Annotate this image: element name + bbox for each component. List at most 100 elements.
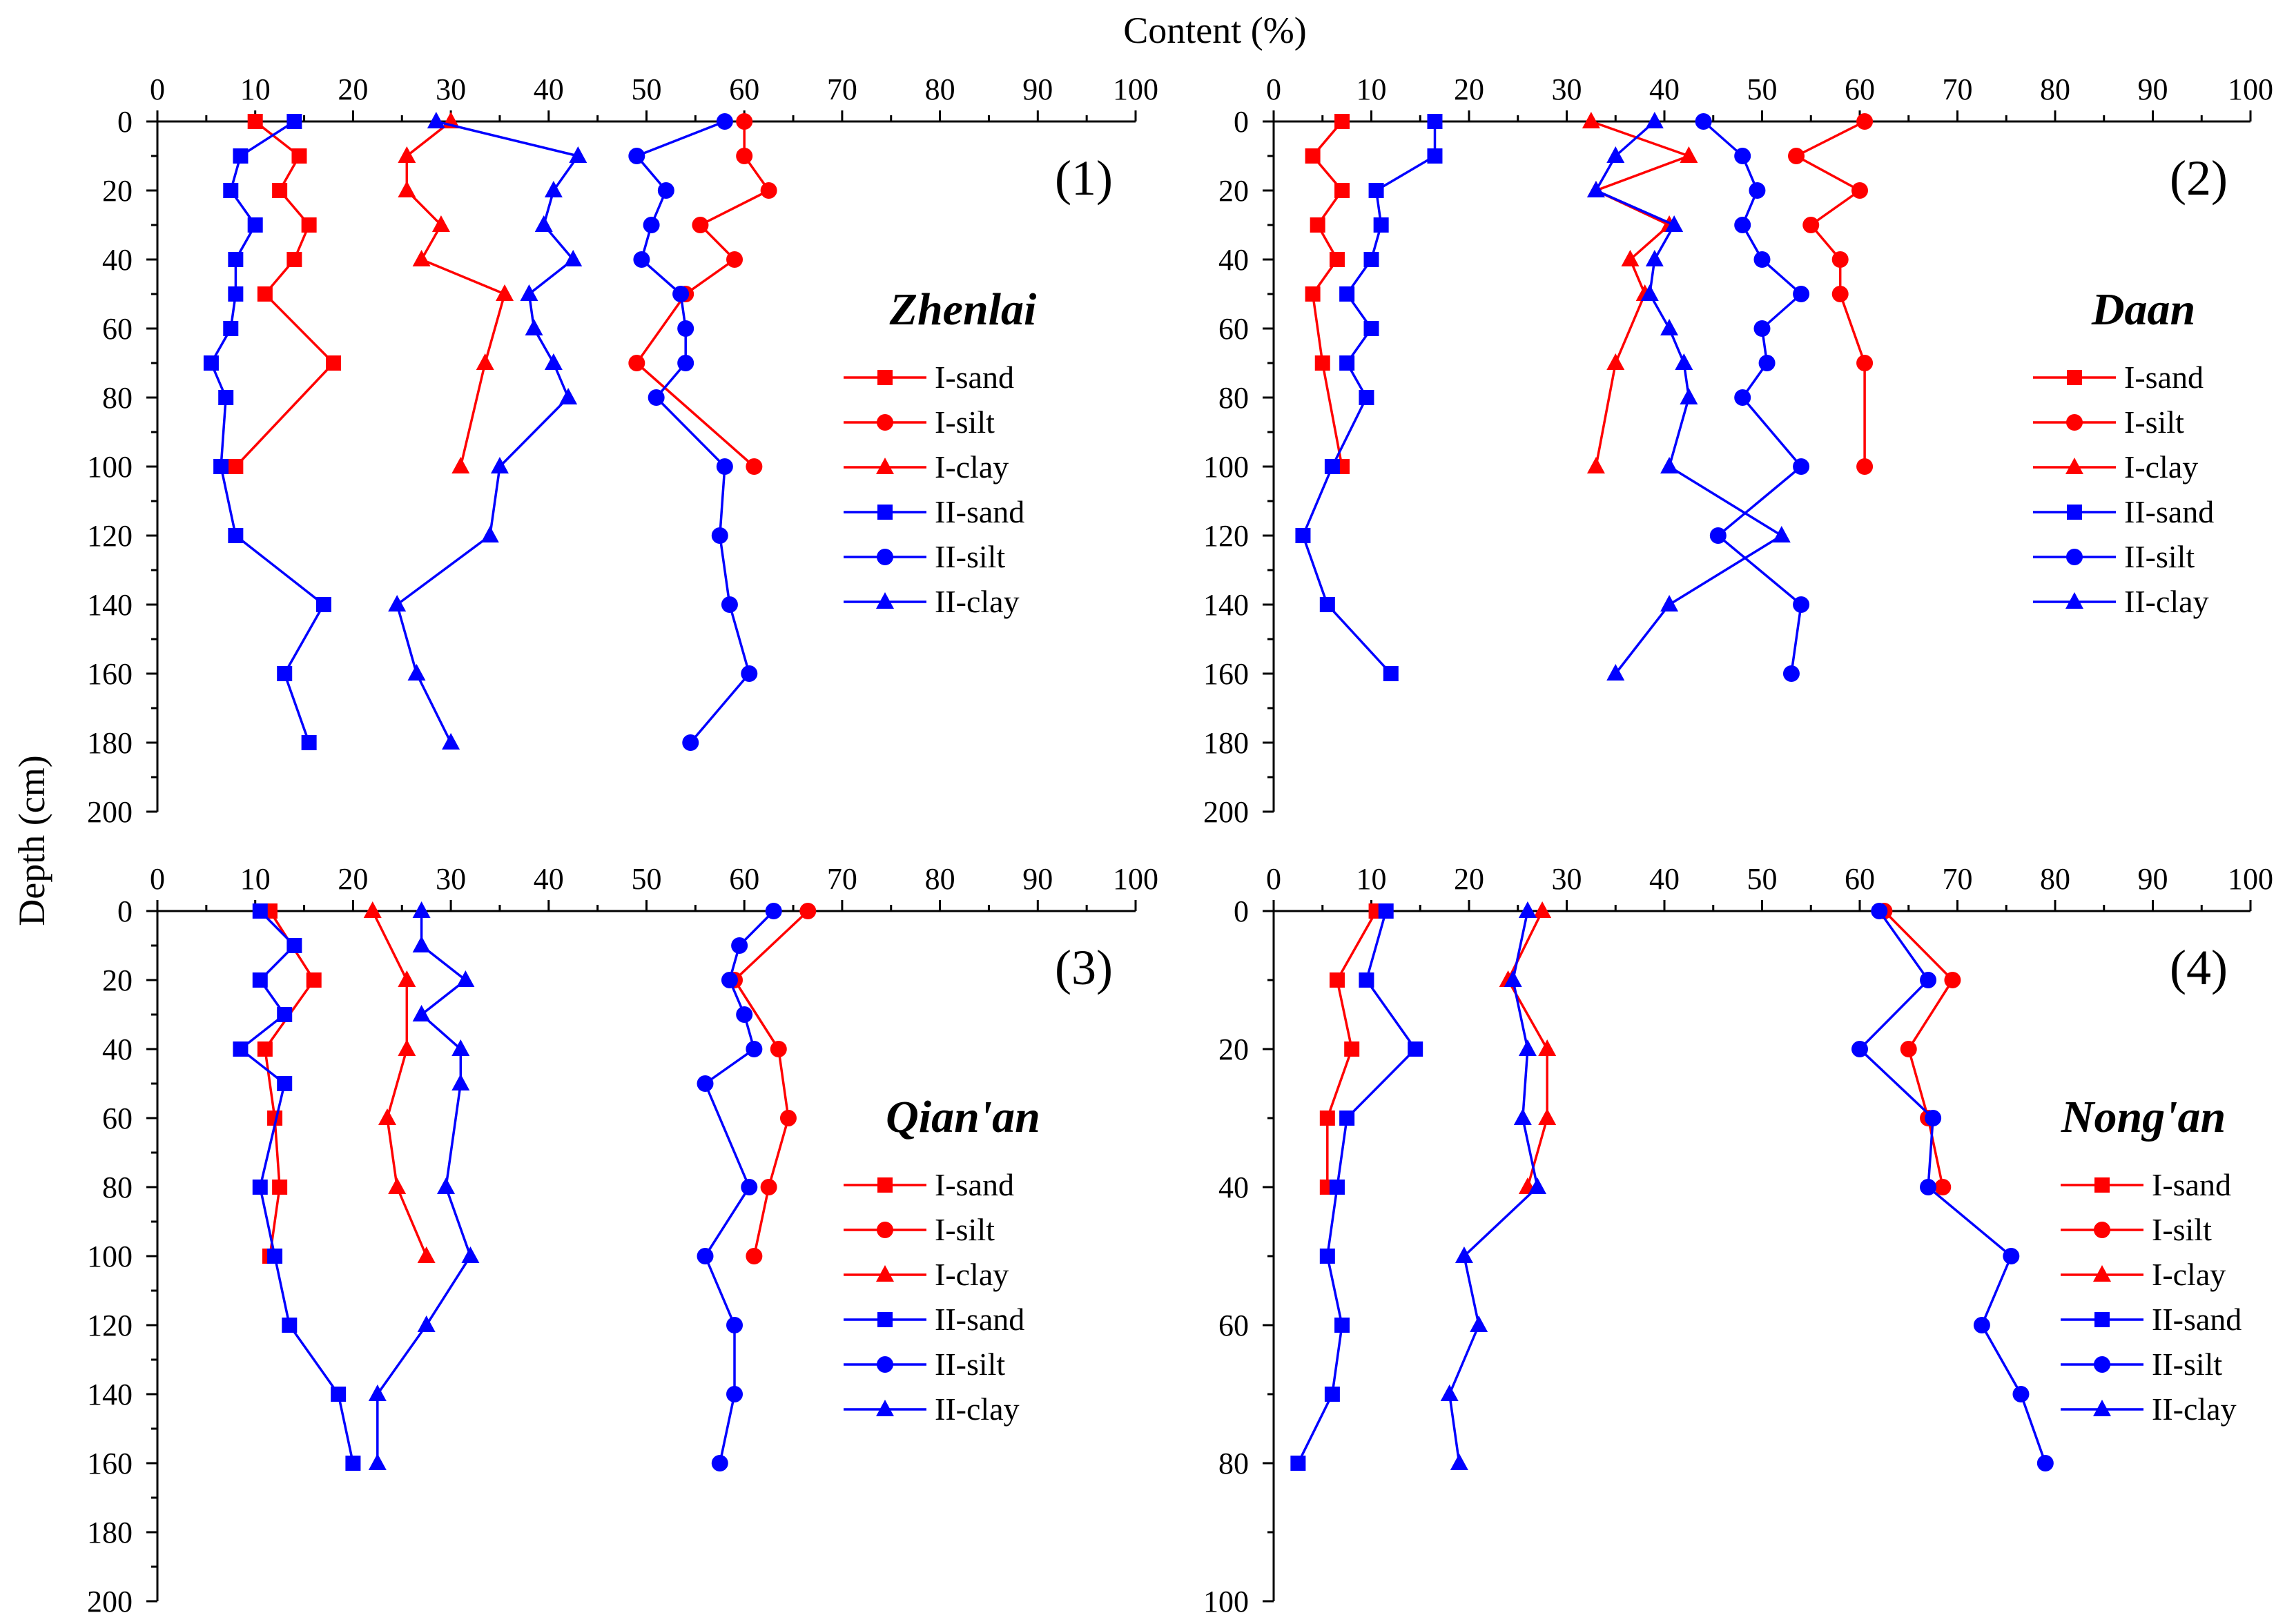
legend-marker-II-clay [876,1400,894,1416]
data-point-I-clay [1538,1108,1557,1125]
data-point-I-silt [692,217,709,233]
data-point-II-clay [1645,250,1664,266]
y-tick-label: 120 [87,1309,133,1342]
x-tick-label: 40 [534,862,564,896]
data-point-I-clay [378,1108,396,1125]
x-tick-label: 90 [1022,862,1053,896]
legend-label: I-sand [2124,360,2204,395]
data-point-I-clay [451,457,470,473]
data-point-II-silt [1793,286,1810,302]
data-point-II-silt [721,596,738,613]
data-point-II-clay [1528,1177,1547,1194]
data-point-I-sand [1334,183,1350,198]
legend-label: I-clay [935,1257,1009,1292]
data-point-II-sand [286,114,302,129]
data-point-II-sand [252,903,268,919]
data-point-I-silt [1831,251,1849,268]
data-point-II-silt [1920,972,1937,988]
data-point-II-clay [1660,595,1679,612]
data-point-I-silt [746,458,763,475]
y-tick-label: 100 [1203,450,1249,484]
legend-label: I-sand [935,1167,1014,1202]
legend-marker-II-clay [876,592,894,609]
series-line-II-silt [1702,120,1802,674]
data-point-II-silt [643,217,660,233]
data-point-II-silt [1925,1110,1942,1126]
legend-marker-I-sand [2067,370,2082,385]
data-point-II-silt [1734,148,1751,164]
legend-marker-II-silt [877,549,893,565]
data-point-II-sand [1363,321,1379,336]
data-point-I-sand [1334,114,1350,129]
data-point-I-clay [1582,112,1600,128]
data-point-I-silt [736,113,753,130]
y-tick-label: 160 [87,1447,133,1480]
data-point-II-sand [1324,459,1340,474]
series-line-II-silt [1858,910,2047,1464]
data-point-II-silt [1758,355,1776,371]
legend-marker-II-sand [2067,505,2082,520]
series-line-I-sand [235,120,335,468]
data-point-II-sand [1329,1180,1345,1195]
data-point-I-silt [770,1041,787,1057]
y-tick-label: 40 [1218,243,1249,277]
y-tick-label: 180 [1203,726,1249,760]
data-point-I-sand [257,286,273,302]
data-point-II-silt [2012,1386,2030,1402]
data-point-I-clay [412,250,431,266]
data-point-II-sand [1339,286,1355,302]
data-point-II-clay [417,1315,436,1332]
data-point-II-sand [228,286,244,302]
data-point-II-clay [1450,1454,1468,1470]
data-point-I-clay [398,181,416,197]
data-point-II-sand [252,972,268,988]
data-point-I-sand [291,148,307,164]
legend-marker-I-silt [877,1222,893,1238]
y-tick-label: 40 [1218,1171,1249,1204]
x-tick-label: 0 [1266,862,1281,896]
y-tick-label: 20 [102,174,133,208]
x-tick-label: 0 [1266,72,1281,106]
data-point-I-silt [760,1179,777,1195]
x-tick-label: 20 [338,72,368,106]
data-point-I-sand [286,252,302,267]
x-tick-label: 0 [150,72,165,106]
data-point-I-clay [398,970,416,987]
data-point-II-clay [456,970,475,987]
series-line-II-clay [396,120,580,743]
y-tick-label: 40 [102,1033,133,1066]
data-point-II-sand [1368,183,1384,198]
data-point-II-clay [1680,388,1698,404]
x-tick-label: 30 [436,862,466,896]
data-point-II-clay [461,1246,480,1263]
data-point-I-clay [363,901,382,918]
data-point-II-silt [1753,251,1771,268]
data-point-II-sand [233,148,249,164]
y-tick-label: 0 [1234,894,1249,928]
legend-marker-I-sand [877,370,893,385]
data-point-II-clay [1772,526,1791,542]
data-point-II-clay [490,457,509,473]
legend: I-sand I-silt I-clay II-sand II-silt II-clay [844,1167,1024,1427]
data-point-II-silt [657,182,674,199]
legend-label: I-silt [2152,1212,2212,1247]
data-point-II-sand [1383,666,1399,681]
legend: I-sand I-silt I-clay II-sand II-silt II-clay [2061,1167,2242,1427]
data-point-I-sand [306,972,322,988]
legend-label: I-silt [935,404,995,440]
panel-label: (1) [1055,150,1113,206]
data-point-II-clay [412,936,431,952]
data-point-II-sand [203,355,219,371]
x-tick-label: 20 [1454,72,1484,106]
data-point-I-silt [746,1248,763,1264]
data-point-I-clay [417,1246,436,1263]
data-point-II-clay [1645,112,1664,128]
data-point-II-silt [1709,527,1727,544]
data-point-II-silt [726,1317,743,1333]
x-tick-label: 80 [925,72,955,106]
data-point-II-sand [223,321,239,336]
x-tick-label: 20 [1454,862,1484,896]
site-name: Daan [2091,284,2195,335]
x-tick-label: 10 [240,862,271,896]
